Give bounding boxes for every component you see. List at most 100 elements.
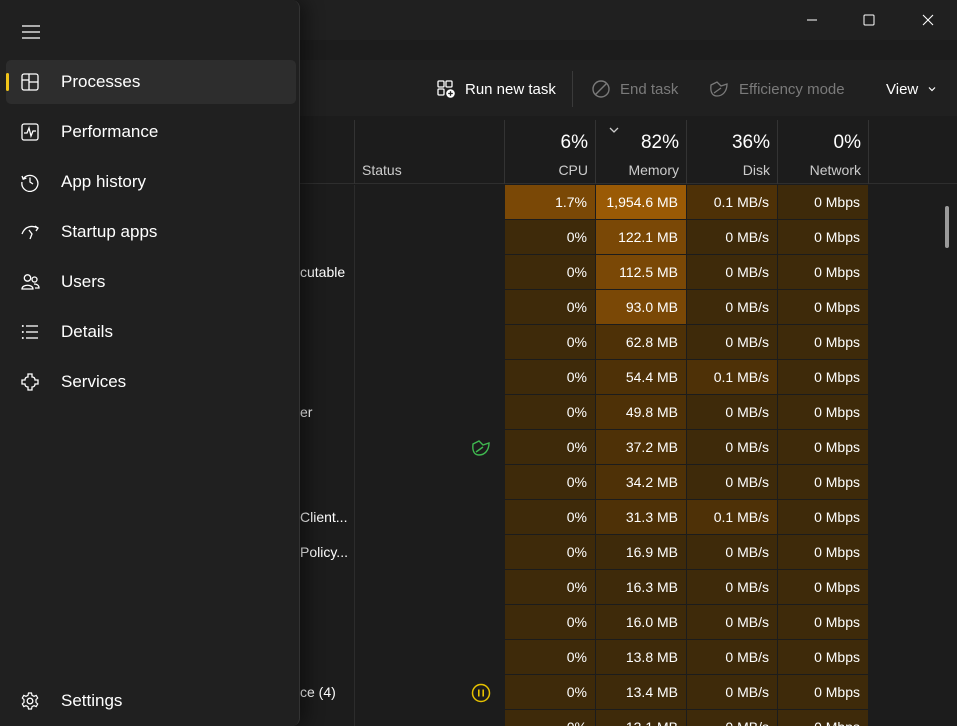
run-new-task-button[interactable]: Run new task [436,74,556,104]
column-divider [354,120,355,184]
disk-cell: 0 MB/s [687,290,777,324]
mem-cell: 1,954.6 MB [596,185,686,219]
column-divider [777,120,778,184]
gear-icon [21,692,39,710]
net-cell: 0 Mbps [778,185,868,219]
net-cell: 0 Mbps [778,640,868,674]
performance-icon [21,123,39,141]
end-task-icon [592,80,610,98]
table-row[interactable]: 0% 93.0 MB 0 MB/s 0 Mbps [0,290,957,325]
details-icon [21,325,38,339]
status-column-header[interactable]: Status [362,162,402,178]
nav-item-label: App history [61,172,147,191]
mem-cell: 54.4 MB [596,360,686,394]
table-row[interactable]: 0% 62.8 MB 0 MB/s 0 Mbps [0,325,957,360]
table-row[interactable]: 0%13.1 MB0 MB/s0 Mbps [0,710,957,726]
table-row[interactable]: 0% 122.1 MB 0 MB/s 0 Mbps [0,220,957,255]
memory-total-pct: 82% [640,132,679,153]
toolbar-separator [572,71,573,107]
table-row[interactable]: 0% 13.8 MB 0 MB/s 0 Mbps [0,640,957,675]
nav-item-label: Processes [61,72,141,91]
nav-item-details[interactable]: Details [6,310,296,354]
cpu-total-pct: 6% [560,132,588,153]
disk-cell: 0 MB/s [687,535,777,569]
nav-item-label: Services [61,372,127,391]
maximize-button[interactable] [840,0,898,40]
memory-column-header[interactable]: Memory [628,162,679,178]
nav-item-app-history[interactable]: App history [6,160,296,204]
mem-cell: 62.8 MB [596,325,686,359]
hamburger-menu-button[interactable] [10,12,52,52]
net-cell: 0 Mbps [778,500,868,534]
column-divider [504,120,505,184]
network-column-header[interactable]: Network [809,162,861,178]
table-row[interactable]: 0% 37.2 MB 0 MB/s 0 Mbps [0,430,957,465]
nav-item-startup-apps[interactable]: Startup apps [6,210,296,254]
mem-cell: 16.0 MB [596,605,686,639]
disk-cell: 0 MB/s [687,640,777,674]
mem-cell: 13.1 MB [596,710,686,726]
network-total-pct: 0% [833,132,861,153]
nav-item-performance[interactable]: Performance [6,110,296,154]
nav-item-label: Performance [61,122,159,141]
sort-chevron-icon [609,127,619,133]
cpu-cell: 0% [505,220,595,254]
disk-cell: 0 MB/s [687,605,777,639]
efficiency-mode-label: Efficiency mode [739,80,845,98]
run-new-task-icon [437,80,455,98]
view-button[interactable]: View [886,74,937,104]
nav-item-settings[interactable]: Settings [6,679,296,723]
cpu-cell: 0% [505,430,595,464]
net-cell: 0 Mbps [778,430,868,464]
view-label: View [886,80,919,98]
leaf-icon [710,81,728,97]
table-row[interactable]: Policy... 0% 16.9 MB 0 MB/s 0 Mbps [0,535,957,570]
column-divider [868,120,869,184]
table-row[interactable]: Client... 0% 31.3 MB 0.1 MB/s 0 Mbps [0,500,957,535]
table-row[interactable]: 1.7% 1,954.6 MB 0.1 MB/s 0 Mbps [0,185,957,220]
suspended-pause-icon [471,683,491,703]
disk-cell: 0 MB/s [687,395,777,429]
nav-item-processes[interactable]: Processes [6,60,296,104]
efficiency-mode-button[interactable]: Efficiency mode [708,74,845,104]
nav-item-users[interactable]: Users [6,260,296,304]
column-divider [686,120,687,184]
process-name: cutable [300,264,346,280]
scrollbar-thumb[interactable] [945,206,949,248]
mem-cell: 34.2 MB [596,465,686,499]
table-row[interactable]: 0% 34.2 MB 0 MB/s 0 Mbps [0,465,957,500]
nav-item-services[interactable]: Services [6,360,296,404]
cpu-cell: 1.7% [505,185,595,219]
mem-cell: 13.8 MB [596,640,686,674]
table-row[interactable]: cutable 0% 112.5 MB 0 MB/s 0 Mbps [0,255,957,290]
cpu-cell: 0% [505,325,595,359]
cpu-column-header[interactable]: CPU [558,162,588,178]
end-task-label: End task [620,80,679,98]
end-task-button[interactable]: End task [591,74,678,104]
table-row[interactable]: 0% 16.0 MB 0 MB/s 0 Mbps [0,605,957,640]
cpu-cell: 0% [505,640,595,674]
hamburger-icon [22,25,40,39]
column-divider [595,120,596,184]
disk-cell: 0 MB/s [687,430,777,464]
table-row[interactable]: 0% 16.3 MB 0 MB/s 0 Mbps [0,570,957,605]
disk-column-header[interactable]: Disk [742,162,770,178]
minimize-icon [807,19,817,21]
close-button[interactable] [899,0,957,40]
nav-item-label: Startup apps [61,222,158,241]
disk-total-pct: 36% [731,132,770,153]
disk-cell: 0 MB/s [687,570,777,604]
mem-cell: 37.2 MB [596,430,686,464]
table-row[interactable]: er 0% 49.8 MB 0 MB/s 0 Mbps [0,395,957,430]
startup-apps-icon [21,225,39,240]
close-icon [922,14,934,26]
table-row[interactable]: 0% 54.4 MB 0.1 MB/s 0 Mbps [0,360,957,395]
navigation-pane: Processes Performance App history Startu… [0,0,300,726]
mem-cell: 112.5 MB [596,255,686,289]
minimize-button[interactable] [783,0,841,40]
table-row[interactable]: ce (4) 0% 13.4 MB 0 MB/s 0 Mbps [0,675,957,710]
mem-cell: 49.8 MB [596,395,686,429]
process-name: Client... [300,509,348,525]
disk-cell: 0 MB/s [687,710,777,726]
status-column-divider [354,185,355,726]
